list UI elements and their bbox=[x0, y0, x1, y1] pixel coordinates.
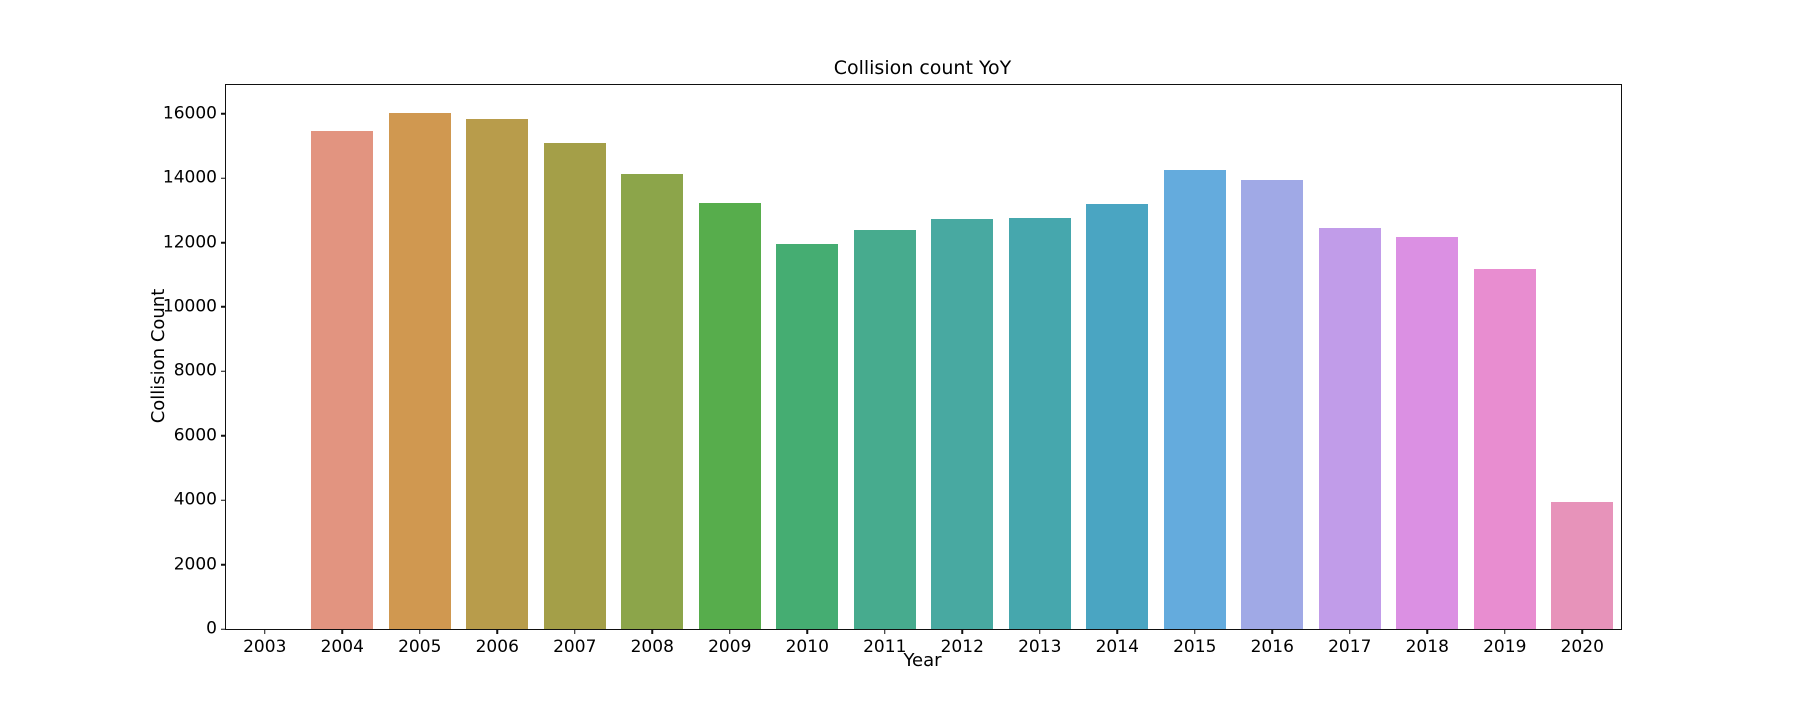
bar-2014 bbox=[1086, 203, 1149, 629]
y-tick-mark-12000 bbox=[221, 241, 226, 244]
y-tick-label-16000: 16000 bbox=[162, 103, 217, 124]
y-tick-label-0: 0 bbox=[206, 618, 217, 639]
bar-2005 bbox=[388, 112, 451, 629]
x-tick-mark-2020 bbox=[1581, 629, 1583, 634]
x-tick-mark-2005 bbox=[419, 629, 421, 634]
bar-2007 bbox=[543, 142, 606, 629]
bar-2018 bbox=[1396, 237, 1459, 629]
x-tick-mark-2007 bbox=[574, 629, 576, 634]
x-tick-label-2008: 2008 bbox=[630, 637, 674, 657]
x-tick-label-2003: 2003 bbox=[243, 637, 287, 657]
y-tick-label-8000: 8000 bbox=[173, 360, 217, 381]
x-tick-label-2014: 2014 bbox=[1095, 637, 1139, 657]
x-tick-label-2007: 2007 bbox=[553, 637, 597, 657]
x-axis-title: Year bbox=[903, 650, 942, 671]
x-tick-label-2009: 2009 bbox=[708, 637, 752, 657]
y-tick-mark-6000 bbox=[221, 435, 226, 437]
y-tick-label-2000: 2000 bbox=[173, 554, 217, 575]
bar-2011 bbox=[853, 229, 916, 629]
x-tick-label-2005: 2005 bbox=[398, 637, 442, 657]
y-tick-mark-16000 bbox=[221, 112, 226, 115]
x-tick-label-2004: 2004 bbox=[320, 637, 364, 657]
x-tick-label-2010: 2010 bbox=[785, 637, 829, 657]
y-tick-mark-14000 bbox=[221, 177, 226, 179]
x-tick-label-2012: 2012 bbox=[940, 637, 984, 657]
x-tick-label-2020: 2020 bbox=[1560, 637, 1604, 657]
bar-2020 bbox=[1551, 501, 1614, 629]
y-tick-label-4000: 4000 bbox=[173, 489, 217, 510]
x-tick-mark-2015 bbox=[1194, 629, 1196, 634]
y-tick-label-12000: 12000 bbox=[162, 232, 217, 252]
bar-2017 bbox=[1318, 228, 1381, 629]
x-tick-label-2006: 2006 bbox=[475, 637, 519, 657]
x-tick-mark-2004 bbox=[341, 629, 343, 634]
bar-2019 bbox=[1473, 268, 1536, 629]
y-axis-title: Collision Count bbox=[148, 288, 169, 424]
y-tick-mark-10000 bbox=[221, 306, 226, 308]
x-tick-mark-2018 bbox=[1426, 629, 1428, 634]
x-tick-mark-2003 bbox=[264, 629, 266, 634]
bar-2016 bbox=[1241, 180, 1304, 629]
x-tick-label-2019: 2019 bbox=[1483, 637, 1527, 657]
bar-2004 bbox=[311, 131, 374, 629]
x-tick-mark-2016 bbox=[1271, 629, 1273, 634]
y-tick-mark-8000 bbox=[221, 370, 226, 373]
x-tick-label-2011: 2011 bbox=[863, 637, 907, 657]
bar-2010 bbox=[776, 243, 839, 629]
x-tick-mark-2019 bbox=[1504, 629, 1506, 634]
bar-2008 bbox=[621, 173, 684, 629]
y-tick-mark-0 bbox=[221, 628, 226, 630]
y-tick-mark-2000 bbox=[221, 563, 226, 566]
x-tick-label-2017: 2017 bbox=[1328, 637, 1372, 657]
bar-2006 bbox=[466, 118, 529, 629]
x-tick-mark-2006 bbox=[496, 629, 498, 634]
x-tick-mark-2010 bbox=[806, 629, 808, 634]
y-tick-label-6000: 6000 bbox=[173, 425, 217, 446]
x-tick-mark-2011 bbox=[884, 629, 886, 634]
y-tick-label-10000: 10000 bbox=[162, 296, 217, 317]
x-tick-label-2016: 2016 bbox=[1250, 637, 1294, 657]
plot-area: 0 2000 4000 6000 8000 10000 12000 14000 16000 20… bbox=[163, 84, 1622, 656]
x-tick-mark-2009 bbox=[729, 629, 731, 634]
y-tick-label-14000: 14000 bbox=[162, 167, 217, 188]
x-tick-label-2018: 2018 bbox=[1405, 637, 1449, 657]
bar-2015 bbox=[1163, 170, 1226, 629]
bar-2013 bbox=[1008, 218, 1071, 629]
y-tick-mark-4000 bbox=[221, 499, 226, 501]
x-tick-mark-2008 bbox=[651, 629, 653, 634]
chart-title: Collision count YoY bbox=[833, 57, 1012, 79]
x-tick-label-2015: 2015 bbox=[1173, 637, 1217, 657]
x-tick-mark-2013 bbox=[1039, 629, 1041, 634]
x-tick-mark-2017 bbox=[1349, 629, 1351, 634]
x-tick-label-2013: 2013 bbox=[1018, 637, 1062, 657]
x-tick-mark-2014 bbox=[1116, 629, 1118, 634]
x-tick-mark-2012 bbox=[961, 629, 963, 634]
bar-2012 bbox=[931, 219, 994, 629]
bar-2009 bbox=[698, 202, 761, 629]
